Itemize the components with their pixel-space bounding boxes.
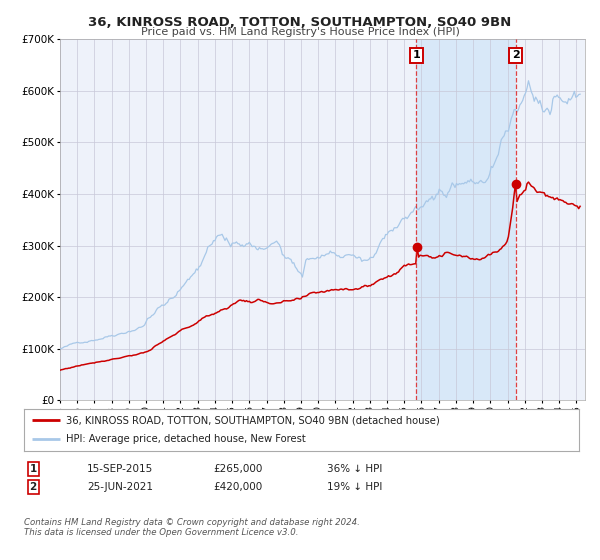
Text: £420,000: £420,000 (213, 482, 262, 492)
Text: Price paid vs. HM Land Registry's House Price Index (HPI): Price paid vs. HM Land Registry's House … (140, 27, 460, 38)
Text: 36, KINROSS ROAD, TOTTON, SOUTHAMPTON, SO40 9BN (detached house): 36, KINROSS ROAD, TOTTON, SOUTHAMPTON, S… (65, 415, 439, 425)
Text: HPI: Average price, detached house, New Forest: HPI: Average price, detached house, New … (65, 435, 305, 445)
Text: £265,000: £265,000 (213, 464, 262, 474)
Text: 36% ↓ HPI: 36% ↓ HPI (327, 464, 382, 474)
Text: 1: 1 (413, 50, 421, 60)
Text: 2: 2 (29, 482, 37, 492)
Text: 2: 2 (512, 50, 520, 60)
Text: 15-SEP-2015: 15-SEP-2015 (87, 464, 153, 474)
Bar (416, 39, 516, 400)
Text: 1: 1 (29, 464, 37, 474)
Text: 19% ↓ HPI: 19% ↓ HPI (327, 482, 382, 492)
Text: Contains HM Land Registry data © Crown copyright and database right 2024.
This d: Contains HM Land Registry data © Crown c… (24, 518, 360, 538)
Text: 36, KINROSS ROAD, TOTTON, SOUTHAMPTON, SO40 9BN: 36, KINROSS ROAD, TOTTON, SOUTHAMPTON, S… (88, 16, 512, 29)
Text: 25-JUN-2021: 25-JUN-2021 (87, 482, 153, 492)
